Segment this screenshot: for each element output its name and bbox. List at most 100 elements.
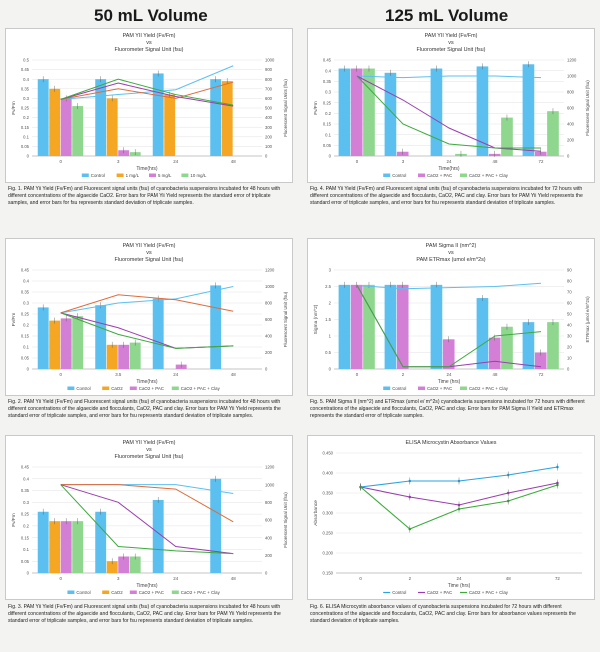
- x-axis-label: Time(hrs): [136, 166, 158, 172]
- fsu-line: [60, 81, 234, 100]
- legend-label: 10 mg/L: [190, 173, 206, 178]
- bar: [60, 98, 72, 156]
- y-tick-label: 0.350: [323, 491, 334, 496]
- figure-caption-4: Fig. 4. PAM Yii Yield (Fv/Fm) and Fluore…: [310, 186, 583, 206]
- fsu-line: [60, 312, 234, 349]
- fsu-line: [60, 78, 234, 106]
- legend-swatch: [67, 590, 75, 594]
- y2-tick-label: 800: [265, 77, 273, 82]
- bar: [152, 298, 164, 369]
- bar: [338, 284, 351, 369]
- y-tick-label: 0.1: [23, 345, 29, 350]
- bar: [363, 284, 375, 369]
- bar: [49, 88, 61, 156]
- y-tick-label: 0.450: [323, 451, 334, 456]
- bar: [72, 106, 84, 156]
- bar: [522, 322, 535, 369]
- y-tick-label: 0: [27, 154, 30, 159]
- y2-tick-label: 30: [567, 334, 572, 339]
- y-tick-label: 0.45: [21, 465, 30, 470]
- y-tick-label: 0.4: [23, 77, 29, 82]
- y-tick-label: 0.1: [23, 134, 29, 139]
- figure-caption-6: Fig. 6. ELISA Microcystin absorbance val…: [310, 604, 576, 624]
- chart-title-line: vs: [448, 40, 454, 46]
- y2-tick-label: 40: [567, 323, 572, 328]
- y-tick-label: 0.35: [21, 290, 30, 295]
- fsu-line: [60, 484, 234, 523]
- y2-tick-label: 600: [265, 518, 273, 523]
- fsu-line: [60, 312, 234, 349]
- y-tick-label: 0.2: [23, 523, 29, 528]
- y2-tick-label: 400: [265, 535, 273, 540]
- fsu-line: [60, 65, 234, 100]
- y-tick-label: 0.4: [23, 279, 29, 284]
- legend-swatch: [67, 386, 75, 390]
- legend-swatch: [418, 386, 425, 390]
- y2-tick-label: 800: [567, 90, 575, 95]
- bar: [501, 326, 513, 369]
- y2-tick-label: 0: [567, 367, 570, 372]
- bar: [95, 79, 107, 156]
- y2-tick-label: 20: [567, 345, 572, 350]
- y2-tick-label: 400: [265, 115, 273, 120]
- y-tick-label: 3: [329, 268, 332, 273]
- legend-label: CaO2: [111, 590, 123, 595]
- legend-label: Control: [76, 386, 90, 391]
- legend-swatch: [116, 173, 124, 177]
- y2-tick-label: 400: [265, 334, 273, 339]
- y2-tick-label: 200: [265, 553, 273, 558]
- chart-title-line: PAM YII Yield (Fv/Fm): [123, 440, 176, 446]
- legend-label: Control: [76, 590, 90, 595]
- chart-title-line: vs: [146, 447, 152, 453]
- y-tick-label: 0.25: [21, 312, 30, 317]
- y-tick-label: 0.25: [21, 512, 30, 517]
- bar: [129, 556, 141, 573]
- x-tick-label: 24: [447, 372, 452, 377]
- bar: [384, 72, 397, 156]
- legend-swatch: [460, 386, 467, 390]
- figure-panel-1: PAM YII Yield (Fv/Fm) vs Fluorometer Signa…: [5, 28, 293, 240]
- legend-swatch: [102, 590, 110, 594]
- chart-fig6: ELISA Microcystin Absorbance Values 0.150…: [313, 440, 582, 595]
- bar: [210, 285, 222, 369]
- x-tick-label: 48: [231, 159, 236, 164]
- fsu-line: [60, 286, 234, 314]
- legend-swatch: [129, 386, 137, 390]
- chart-title-line: Fluorometer Signal Unit (fsu): [115, 454, 184, 460]
- x-tick-label: 24: [447, 159, 452, 164]
- bar: [396, 284, 409, 369]
- x-tick-label: 2: [402, 372, 405, 377]
- figure-caption-2: Fig. 2. PAM Yii Yield (Fv/Fm) and Fluore…: [8, 399, 281, 419]
- y-tick-label: 0.05: [21, 144, 30, 149]
- bar: [430, 284, 443, 369]
- legend-label: 5 mg/L: [158, 173, 172, 178]
- bar: [106, 98, 118, 156]
- chart-title-line: vs: [146, 40, 152, 46]
- y-axis-label: Fv/Fm: [313, 101, 319, 115]
- y2-tick-label: 70: [567, 290, 572, 295]
- bar: [106, 561, 118, 573]
- bar: [129, 342, 141, 369]
- chart-title-line: ELISA Microcystin Absorbance Values: [406, 440, 497, 446]
- chart-title-line: Fluorometer Signal Unit (fsu): [417, 47, 486, 53]
- legend-swatch: [383, 386, 391, 390]
- x-axis-label: Time (hrs): [448, 583, 471, 589]
- x-tick-label: 24: [457, 576, 462, 581]
- chart-title-line: PAM ETRmax (umol e/m^2s): [416, 257, 485, 263]
- y-tick-label: 0.2: [23, 323, 29, 328]
- chart-title-line: Fluorometer Signal Unit (fsu): [115, 47, 184, 53]
- y-axis-label: Fv/Fm: [11, 101, 17, 115]
- fsu-line: [60, 294, 234, 314]
- y-tick-label: 0.45: [323, 58, 332, 63]
- figure-caption-1: Fig. 1. PAM Yii Yield (Fv/Fm) and Fluore…: [8, 186, 281, 206]
- bar: [210, 478, 222, 573]
- y-tick-label: 0.2: [325, 111, 331, 116]
- x-tick-label: 3: [117, 576, 120, 581]
- y2-tick-label: 1000: [567, 74, 577, 79]
- x-tick-label: 3: [402, 159, 405, 164]
- y2-tick-label: 10: [567, 356, 572, 361]
- y2-tick-label: 0: [265, 154, 268, 159]
- y2-tick-label: 1200: [265, 268, 275, 273]
- x-tick-label: 2: [409, 576, 412, 581]
- x-tick-label: 0: [356, 372, 359, 377]
